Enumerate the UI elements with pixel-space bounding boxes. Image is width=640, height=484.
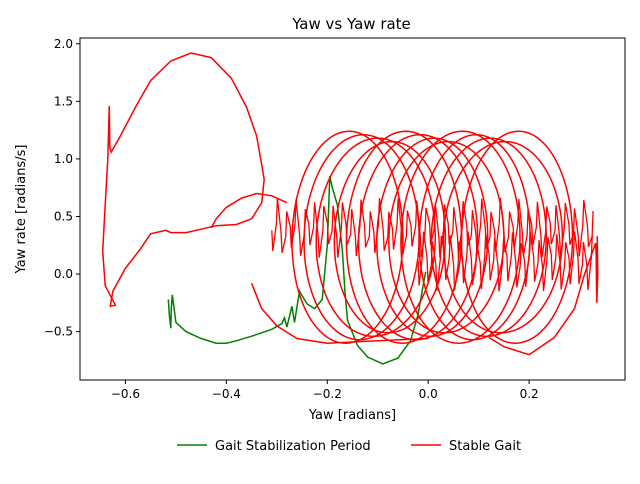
plot-area (101, 52, 599, 365)
x-tick-label: −0.6 (111, 387, 140, 401)
axes-frame (79, 37, 626, 381)
y-tick-label: 0.5 (54, 209, 73, 223)
y-tick-label: 0.0 (54, 267, 73, 281)
series-line-gait-stabilization (167, 176, 427, 365)
y-axis: −0.5 0.0 0.5 1.0 1.5 2.0 (44, 37, 80, 339)
series-line-stable-gait (303, 133, 420, 341)
x-axis: −0.6 −0.4 −0.2 0.0 0.2 (111, 380, 539, 401)
y-tick-label: 1.5 (54, 94, 73, 108)
legend-label-gait-stabilization: Gait Stabilization Period (215, 439, 371, 454)
series-line-stable-gait (418, 133, 531, 341)
series-line-stable-gait (250, 283, 429, 344)
series-line-stable-gait (488, 236, 599, 356)
series-line-stable-gait (210, 192, 288, 229)
series-line-stable-gait (333, 140, 447, 334)
y-tick-label: 1.0 (54, 152, 73, 166)
series-line-stable-gait (460, 130, 574, 344)
legend: Gait Stabilization Period Stable Gait (177, 439, 521, 454)
y-tick-label: −0.5 (44, 325, 73, 339)
legend-label-stable-gait: Stable Gait (449, 439, 521, 454)
x-tick-label: −0.4 (212, 387, 241, 401)
x-tick-label: −0.2 (313, 387, 342, 401)
x-tick-label: 0.0 (419, 387, 438, 401)
series-line-stable-gait (345, 130, 463, 344)
x-tick-label: 0.2 (520, 387, 539, 401)
series-line-stable-gait (315, 137, 437, 338)
series-line-stable-gait (417, 231, 593, 292)
series-line-stable-gait (101, 52, 265, 308)
series-line-stable-gait (388, 140, 505, 334)
y-axis-label: Yaw rate [radians/s] (14, 145, 29, 275)
chart-title: Yaw vs Yaw rate (291, 15, 411, 33)
series-line-stable-gait (271, 198, 594, 258)
x-axis-label: Yaw [radians] (308, 408, 396, 423)
series-line-stable-gait (442, 140, 564, 334)
y-tick-label: 2.0 (54, 37, 73, 51)
